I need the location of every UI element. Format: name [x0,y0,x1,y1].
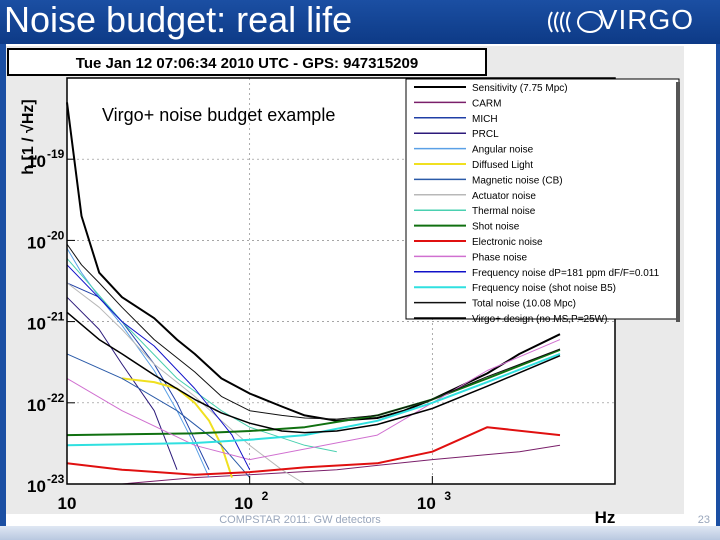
legend-label-10: Electronic noise [472,237,543,248]
legend-box [405,78,680,320]
logo-text: VIRGO [598,4,694,35]
series-line-15 [66,311,561,434]
legend-label-7: Actuator noise [472,191,536,202]
series-layer [66,102,561,485]
series-line-4 [66,248,210,478]
x-tick-label-2: 10 [417,494,436,513]
y-axis-label: h [1 / √Hz] [20,99,37,174]
series-line-3 [66,296,178,470]
legend-label-3: PRCL [472,129,499,140]
series-line-14 [66,243,561,420]
legend-label-15: Virgo+ design (no MS,P=25W) [472,314,607,325]
legend-label-8: Thermal noise [472,206,536,217]
legend-label-14: Total noise (10.08 Mpc) [472,299,576,310]
legend-label-13: Frequency noise (shot noise B5) [472,283,616,294]
y-tick-exponent-4: -23 [47,472,65,486]
series-line-2 [66,282,210,470]
legend: Sensitivity (7.75 Mpc) CARM MICH PRCL Angula… [405,78,680,325]
legend-shadow [676,82,680,322]
series-line-1 [67,444,561,485]
legend-label-1: CARM [472,98,501,109]
slide-title: Noise budget: real life [4,0,353,40]
legend-label-4: Angular noise [472,145,534,156]
series-line-7 [66,282,305,485]
y-tick-exponent-3: -22 [47,391,65,405]
bottom-bar [0,526,720,540]
legend-label-6: Magnetic noise (CB) [472,175,563,186]
chart-header: Tue Jan 12 07:06:34 2010 UTC - GPS: 9473… [76,55,418,72]
y-tick-label-2: 10 [27,315,46,334]
series-line-13 [66,352,561,447]
y-tick-label-0: 10 [27,152,46,171]
left-stripe [0,44,6,540]
x-axis-label: Hz [595,508,616,527]
y-tick-exponent-2: -21 [47,310,65,324]
legend-label-5: Diffused Light [472,160,533,171]
x-tick-label-1: 10 [234,494,253,513]
y-tick-exponent-1: -20 [47,228,65,242]
series-line-10 [66,426,561,476]
x-tick-label-0: 10 [58,494,77,513]
chart-annotation: Virgo+ noise budget example [102,105,335,125]
y-tick-label-4: 10 [27,477,46,496]
legend-label-12: Frequency noise dP=181 ppm dF/F=0.011 [472,268,660,279]
legend-label-2: MICH [472,114,498,125]
series-line-6 [66,353,251,478]
y-tick-exponent-0: -19 [47,147,65,161]
chart-header-box [7,48,487,76]
x-tick-exponent-2: 3 [444,489,451,503]
y-tick-label-3: 10 [27,396,46,415]
legend-label-0: Sensitivity (7.75 Mpc) [472,83,568,94]
y-tick-label-1: 10 [27,233,46,252]
series-line-9 [66,348,561,437]
page-number: 23 [697,514,710,526]
right-stripe [716,44,720,540]
legend-label-11: Phase noise [472,252,527,263]
x-tick-exponent-1: 2 [262,489,269,503]
footer-text: COMPSTAR 2011: GW detectors [219,514,381,526]
series-line-11 [66,339,561,461]
legend-label-9: Shot noise [472,222,520,233]
